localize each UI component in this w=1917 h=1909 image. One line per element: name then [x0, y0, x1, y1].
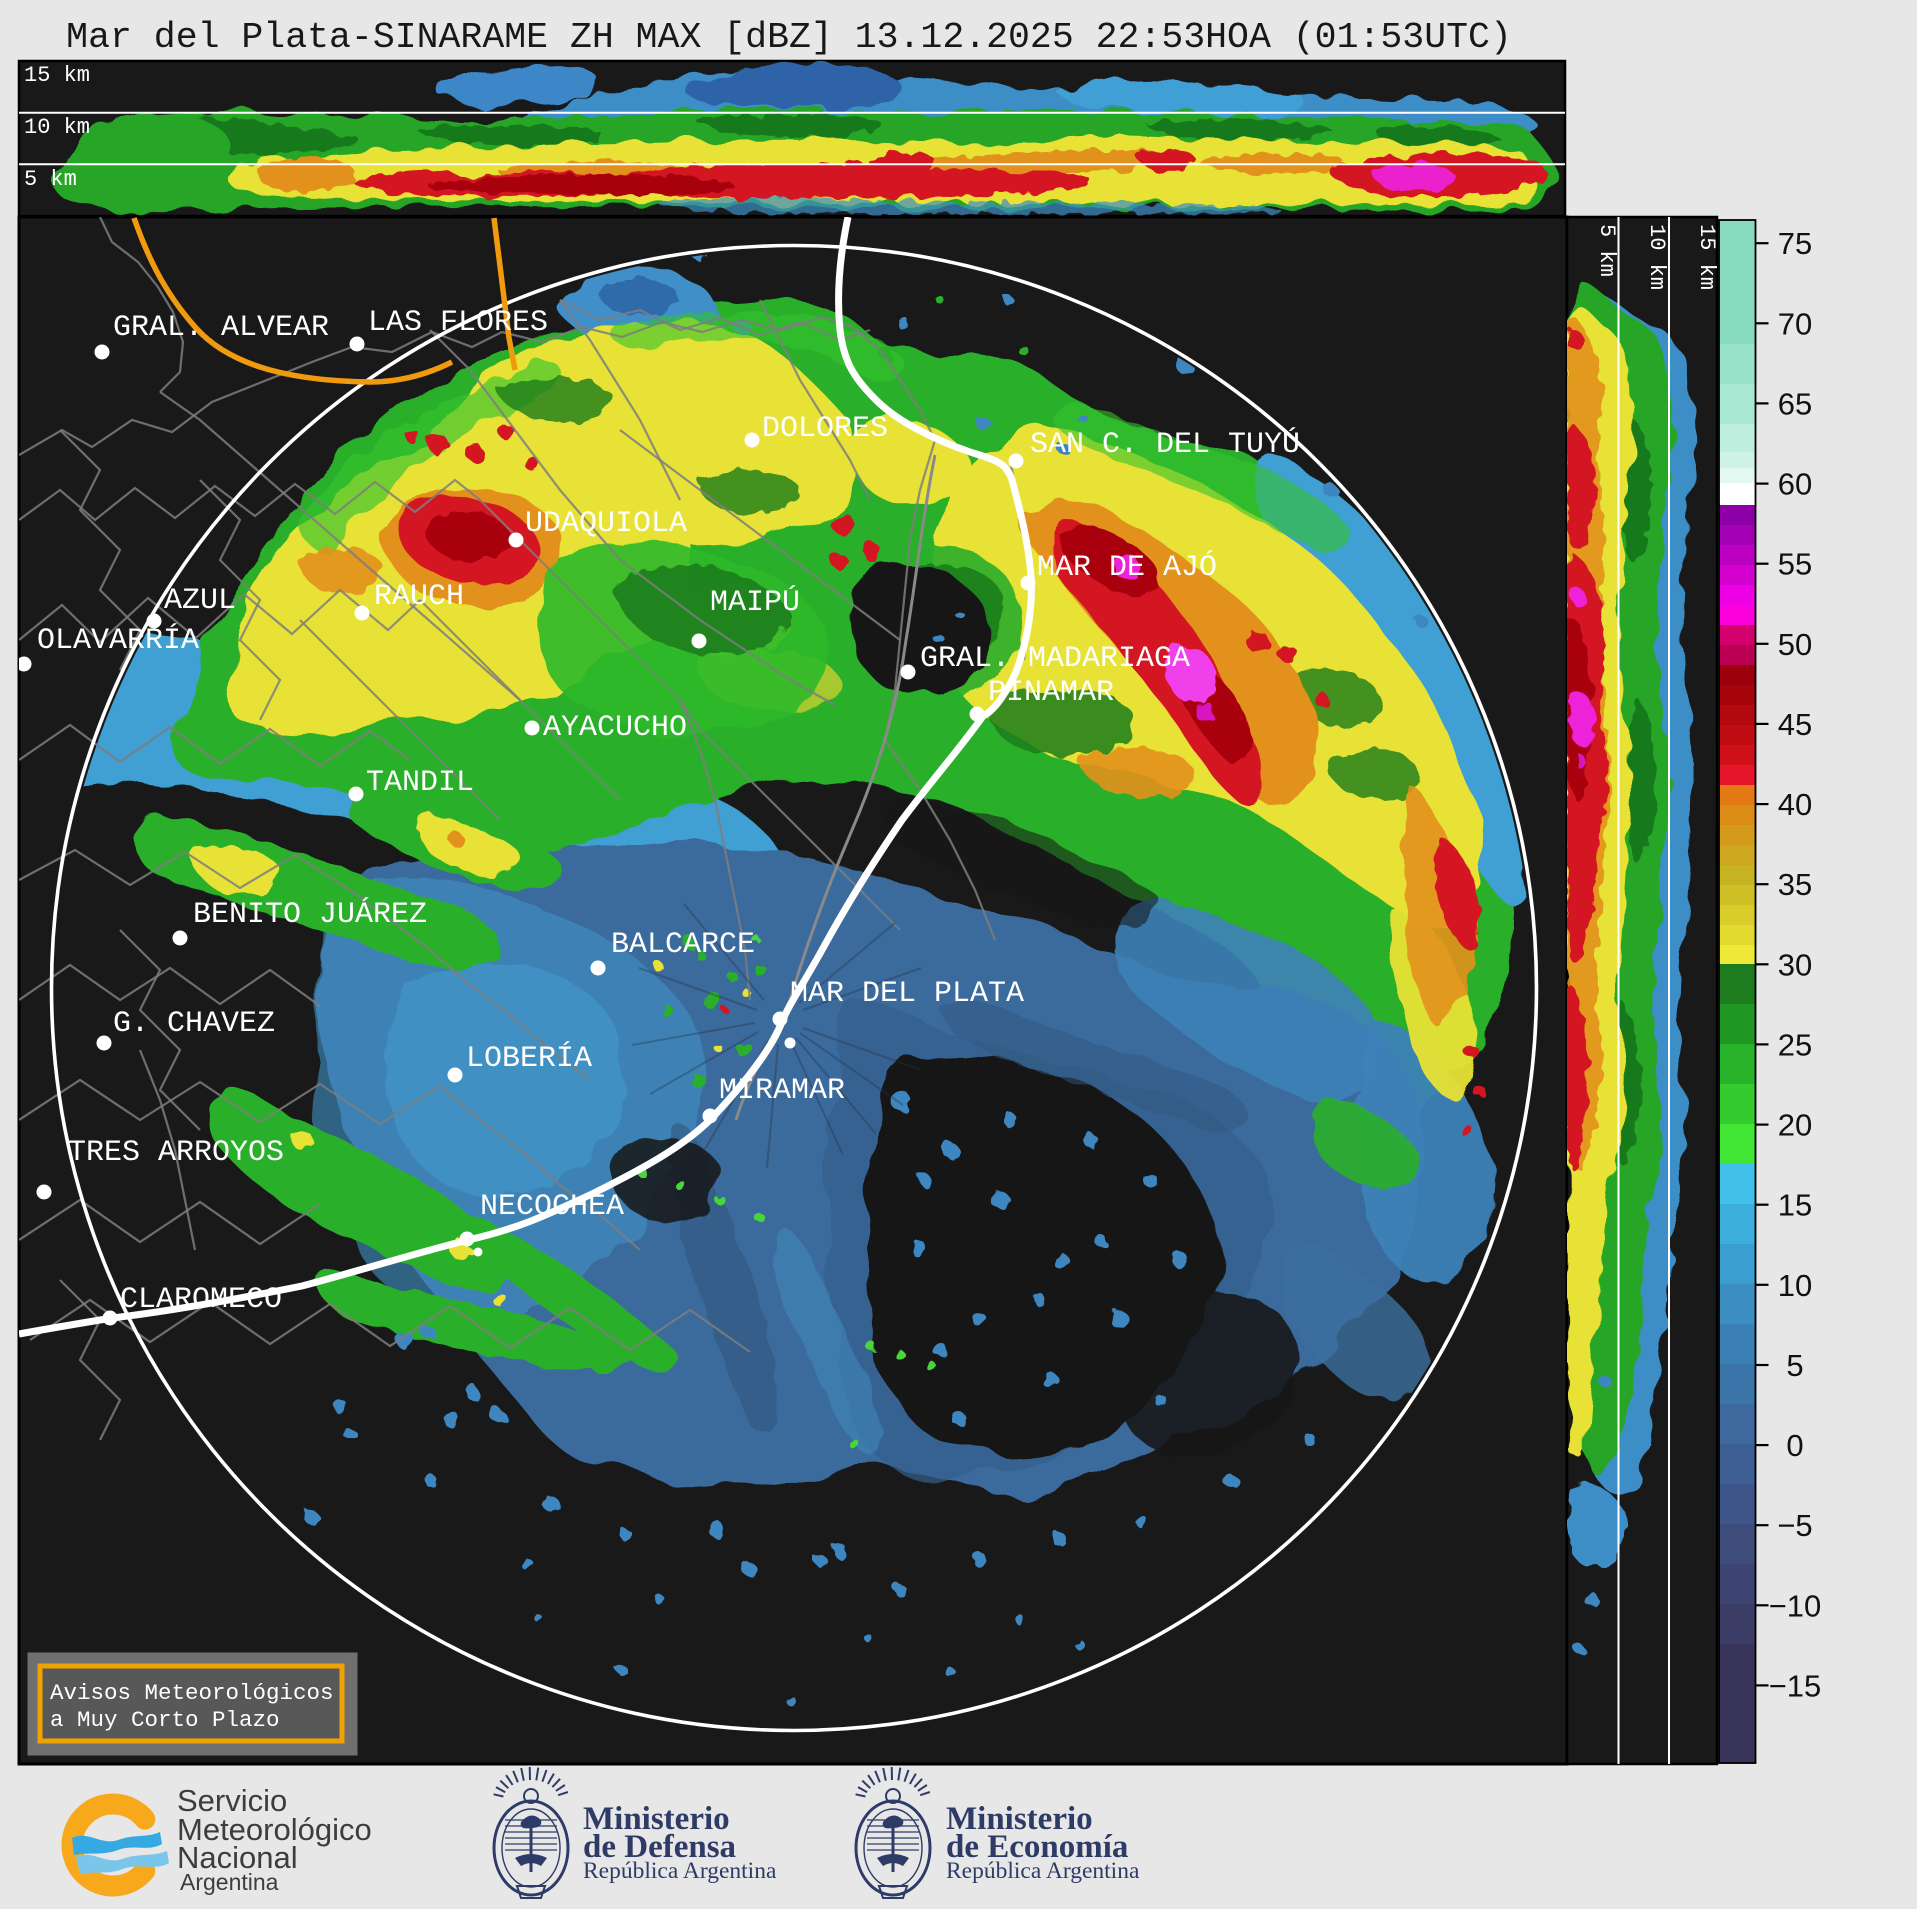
svg-text:Ministerio: Ministerio [583, 1801, 730, 1837]
svg-text:LOBERÍA: LOBERÍA [466, 1041, 592, 1076]
svg-text:10 km: 10 km [1644, 224, 1669, 290]
svg-text:15: 15 [1778, 1188, 1812, 1223]
svg-text:AYACUCHO: AYACUCHO [543, 711, 687, 745]
svg-text:a Muy Corto Plazo: a Muy Corto Plazo [50, 1707, 280, 1733]
svg-text:República Argentina: República Argentina [946, 1858, 1140, 1884]
svg-text:15 km: 15 km [1694, 224, 1719, 290]
svg-text:50: 50 [1778, 627, 1812, 662]
svg-text:DOLORES: DOLORES [762, 412, 888, 446]
svg-text:PINAMAR: PINAMAR [988, 676, 1114, 710]
svg-text:G. CHAVEZ: G. CHAVEZ [113, 1007, 275, 1041]
svg-text:30: 30 [1778, 947, 1812, 982]
svg-text:Servicio: Servicio [177, 1783, 287, 1818]
svg-text:República Argentina: República Argentina [583, 1858, 777, 1884]
svg-text:UDAQUIOLA: UDAQUIOLA [525, 507, 687, 541]
svg-text:OLAVARRÍA: OLAVARRÍA [37, 623, 199, 658]
svg-text:65: 65 [1778, 386, 1812, 421]
svg-text:5: 5 [1786, 1348, 1803, 1383]
svg-text:20: 20 [1778, 1108, 1812, 1143]
svg-text:−10: −10 [1769, 1588, 1822, 1623]
svg-text:GRAL. ALVEAR: GRAL. ALVEAR [113, 311, 329, 345]
svg-text:MAR DEL PLATA: MAR DEL PLATA [790, 977, 1024, 1011]
svg-text:GRAL. MADARIAGA: GRAL. MADARIAGA [920, 642, 1190, 676]
svg-text:75: 75 [1778, 226, 1812, 261]
svg-text:BENITO JUÁREZ: BENITO JUÁREZ [193, 897, 427, 932]
svg-text:55: 55 [1778, 547, 1812, 582]
svg-text:MAR DE AJÓ: MAR DE AJÓ [1037, 550, 1217, 585]
svg-text:TANDIL: TANDIL [366, 766, 474, 800]
svg-text:Nacional: Nacional [177, 1840, 298, 1875]
svg-text:70: 70 [1778, 306, 1812, 341]
svg-text:Meteorológico: Meteorológico [177, 1812, 372, 1847]
svg-text:15 km: 15 km [24, 63, 90, 88]
svg-text:5 km: 5 km [24, 167, 77, 192]
svg-text:de Economía: de Economía [946, 1829, 1128, 1865]
svg-text:60: 60 [1778, 467, 1812, 502]
svg-text:Avisos Meteorológicos: Avisos Meteorológicos [50, 1680, 334, 1706]
svg-text:de Defensa: de Defensa [583, 1829, 736, 1865]
svg-text:10: 10 [1778, 1268, 1812, 1303]
svg-text:NECOCHEA: NECOCHEA [480, 1190, 624, 1224]
svg-text:BALCARCE: BALCARCE [611, 928, 755, 962]
svg-text:25: 25 [1778, 1027, 1812, 1062]
svg-text:40: 40 [1778, 787, 1812, 822]
svg-text:RAUCH: RAUCH [374, 580, 464, 614]
svg-text:45: 45 [1778, 707, 1812, 742]
svg-text:MIRAMAR: MIRAMAR [719, 1074, 845, 1108]
svg-text:−15: −15 [1769, 1668, 1822, 1703]
svg-text:10 km: 10 km [24, 115, 90, 140]
svg-text:35: 35 [1778, 867, 1812, 902]
svg-text:MAIPÚ: MAIPÚ [710, 585, 800, 620]
svg-text:−5: −5 [1777, 1508, 1812, 1543]
svg-text:AZUL: AZUL [164, 584, 236, 618]
svg-text:TRES ARROYOS: TRES ARROYOS [68, 1136, 284, 1170]
svg-text:SAN C. DEL TUYÚ: SAN C. DEL TUYÚ [1030, 427, 1300, 462]
svg-text:Mar del Plata-SINARAME ZH MAX: Mar del Plata-SINARAME ZH MAX [dBZ] 13.1… [66, 17, 1512, 58]
svg-text:LAS FLORES: LAS FLORES [368, 306, 548, 340]
svg-text:Ministerio: Ministerio [946, 1801, 1093, 1837]
svg-text:CLAROMECO: CLAROMECO [120, 1283, 282, 1317]
svg-text:0: 0 [1786, 1428, 1803, 1463]
svg-text:Argentina: Argentina [180, 1869, 279, 1895]
svg-text:5 km: 5 km [1594, 224, 1619, 277]
